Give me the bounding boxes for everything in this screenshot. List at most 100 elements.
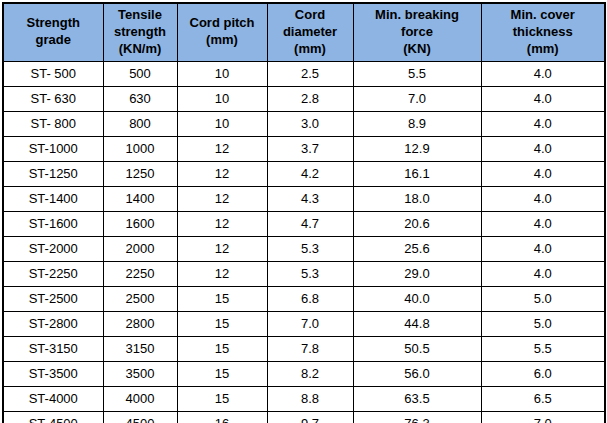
- table-cell: ST-1400: [3, 186, 103, 211]
- table-row: ST-25002500156.840.05.0: [3, 286, 605, 311]
- table-cell: 4.0: [481, 211, 605, 236]
- table-cell: 6.5: [481, 386, 605, 411]
- table-cell: 800: [103, 111, 177, 136]
- header-tensile-strength: Tensile strength (KN/m): [103, 3, 177, 61]
- page: Strength grade Tensile strength (KN/m) C…: [0, 0, 607, 423]
- table-cell: ST-2250: [3, 261, 103, 286]
- table-cell: 5.3: [267, 261, 353, 286]
- table-cell: 2.8: [267, 86, 353, 111]
- table-cell: 7.0: [481, 411, 605, 423]
- table-cell: 10: [177, 61, 267, 86]
- table-cell: ST-1250: [3, 161, 103, 186]
- table-cell: 29.0: [353, 261, 481, 286]
- table-cell: 15: [177, 286, 267, 311]
- table-cell: 63.5: [353, 386, 481, 411]
- table-cell: 3150: [103, 336, 177, 361]
- table-cell: ST-2800: [3, 311, 103, 336]
- table-cell: ST-3500: [3, 361, 103, 386]
- table-row: ST-28002800157.044.85.0: [3, 311, 605, 336]
- table-cell: 3.7: [267, 136, 353, 161]
- table-cell: 15: [177, 386, 267, 411]
- table-cell: ST-4000: [3, 386, 103, 411]
- table-cell: 7.8: [267, 336, 353, 361]
- table-cell: 15: [177, 311, 267, 336]
- table-cell: 3.0: [267, 111, 353, 136]
- table-row: ST- 500500102.55.54.0: [3, 61, 605, 86]
- table-cell: 1000: [103, 136, 177, 161]
- table-cell: 1600: [103, 211, 177, 236]
- table-cell: 2250: [103, 261, 177, 286]
- table-cell: 12.9: [353, 136, 481, 161]
- table-cell: 2500: [103, 286, 177, 311]
- header-min-breaking-force: Min. breaking force (KN): [353, 3, 481, 61]
- table-cell: 1400: [103, 186, 177, 211]
- table-cell: ST-3150: [3, 336, 103, 361]
- table-row: ST-20002000125.325.64.0: [3, 236, 605, 261]
- table-cell: 56.0: [353, 361, 481, 386]
- table-cell: 2000: [103, 236, 177, 261]
- table-row: ST-22502250125.329.04.0: [3, 261, 605, 286]
- table-cell: 8.2: [267, 361, 353, 386]
- table-cell: 4.0: [481, 86, 605, 111]
- table-cell: 15: [177, 361, 267, 386]
- table-cell: ST-2500: [3, 286, 103, 311]
- table-row: ST-12501250124.216.14.0: [3, 161, 605, 186]
- table-cell: ST-1000: [3, 136, 103, 161]
- table-row: ST-31503150157.850.55.5: [3, 336, 605, 361]
- table-cell: 4000: [103, 386, 177, 411]
- table-cell: 2800: [103, 311, 177, 336]
- table-cell: 18.0: [353, 186, 481, 211]
- table-cell: 12: [177, 186, 267, 211]
- table-cell: ST- 500: [3, 61, 103, 86]
- table-cell: 6.8: [267, 286, 353, 311]
- header-strength-grade: Strength grade: [3, 3, 103, 61]
- table-cell: 40.0: [353, 286, 481, 311]
- table-cell: 16.1: [353, 161, 481, 186]
- table-cell: 2.5: [267, 61, 353, 86]
- table-cell: 16: [177, 411, 267, 423]
- table-cell: 4.0: [481, 61, 605, 86]
- table-cell: 9.7: [267, 411, 353, 423]
- table-cell: ST- 800: [3, 111, 103, 136]
- table-cell: 1250: [103, 161, 177, 186]
- table-cell: 12: [177, 211, 267, 236]
- table-cell: 630: [103, 86, 177, 111]
- table-cell: 4500: [103, 411, 177, 423]
- table-body: ST- 500500102.55.54.0ST- 630630102.87.04…: [3, 61, 605, 423]
- table-cell: 3500: [103, 361, 177, 386]
- table-cell: ST-2000: [3, 236, 103, 261]
- table-cell: 4.0: [481, 236, 605, 261]
- table-row: ST- 630630102.87.04.0: [3, 86, 605, 111]
- table-cell: 4.0: [481, 136, 605, 161]
- table-cell: 76.3: [353, 411, 481, 423]
- header-cord-pitch: Cord pitch (mm): [177, 3, 267, 61]
- table-header: Strength grade Tensile strength (KN/m) C…: [3, 3, 605, 61]
- table-cell: 7.0: [353, 86, 481, 111]
- table-cell: ST-1600: [3, 211, 103, 236]
- table-cell: 44.8: [353, 311, 481, 336]
- table-cell: 12: [177, 136, 267, 161]
- table-cell: 4.0: [481, 261, 605, 286]
- table-cell: 500: [103, 61, 177, 86]
- table-cell: 10: [177, 86, 267, 111]
- table-cell: 5.3: [267, 236, 353, 261]
- table-cell: 4.0: [481, 111, 605, 136]
- table-row: ST-10001000123.712.94.0: [3, 136, 605, 161]
- table-cell: 25.6: [353, 236, 481, 261]
- table-row: ST-14001400124.318.04.0: [3, 186, 605, 211]
- table-cell: 5.5: [481, 336, 605, 361]
- table-cell: ST- 630: [3, 86, 103, 111]
- table-cell: 4.0: [481, 186, 605, 211]
- table-cell: 20.6: [353, 211, 481, 236]
- table-cell: 8.8: [267, 386, 353, 411]
- table-cell: 50.5: [353, 336, 481, 361]
- header-min-cover-thickness: Min. cover thickness (mm): [481, 3, 605, 61]
- table-cell: 4.0: [481, 161, 605, 186]
- table-row: ST-16001600124.720.64.0: [3, 211, 605, 236]
- table-row: ST-45004500169.776.37.0: [3, 411, 605, 423]
- table-cell: ST-4500: [3, 411, 103, 423]
- table-row: ST-40004000158.863.56.5: [3, 386, 605, 411]
- table-cell: 12: [177, 236, 267, 261]
- table-cell: 8.9: [353, 111, 481, 136]
- table-cell: 4.3: [267, 186, 353, 211]
